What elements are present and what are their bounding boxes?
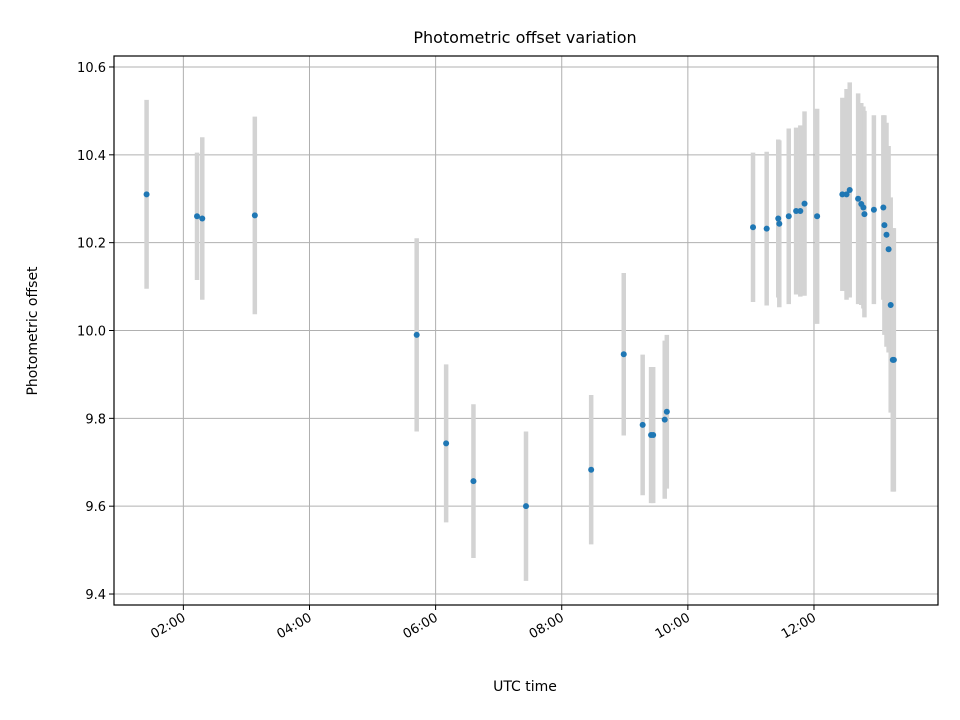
y-axis-label: Photometric offset	[25, 266, 41, 396]
data-point	[881, 222, 888, 229]
data-point	[443, 440, 450, 447]
data-point	[639, 421, 646, 428]
x-axis-ticks: 02:00 04:00 06:00 08:00 10:00 12:00	[148, 605, 819, 642]
chart-title: Photometric offset variation	[413, 28, 636, 47]
y-tick-label: 9.6	[85, 500, 106, 515]
data-point	[143, 191, 150, 198]
data-point	[785, 213, 792, 220]
x-tick-label: 02:00	[148, 610, 188, 642]
data-point	[251, 212, 258, 219]
data-point	[661, 416, 668, 423]
data-points	[143, 186, 897, 510]
data-point	[860, 204, 867, 211]
data-point	[620, 351, 627, 358]
data-point	[861, 211, 868, 218]
data-point	[793, 208, 800, 215]
data-point	[839, 191, 846, 198]
data-point	[775, 215, 782, 222]
data-point	[470, 478, 477, 485]
x-tick-label: 06:00	[401, 610, 441, 642]
x-axis-label: UTC time	[493, 679, 557, 695]
data-point	[650, 432, 657, 439]
data-point	[880, 204, 887, 211]
data-point	[523, 503, 529, 510]
data-point	[750, 224, 757, 231]
x-tick-label: 10:00	[653, 610, 693, 642]
data-point	[843, 191, 850, 198]
data-point	[588, 466, 595, 473]
data-point	[887, 302, 894, 309]
data-point	[801, 200, 808, 207]
y-tick-label: 10.2	[77, 237, 106, 252]
x-tick-label: 08:00	[527, 610, 567, 642]
y-tick-label: 10.4	[77, 149, 106, 164]
data-point	[846, 186, 853, 193]
data-point	[776, 220, 783, 227]
data-point	[763, 225, 770, 232]
data-point	[870, 206, 877, 213]
data-point	[890, 356, 897, 363]
data-point	[883, 231, 890, 238]
data-point	[797, 208, 804, 215]
y-tick-label: 10.6	[77, 61, 106, 76]
grid	[114, 56, 938, 605]
data-point	[194, 213, 201, 220]
x-tick-label: 04:00	[275, 610, 315, 642]
data-point	[413, 331, 420, 338]
data-point	[814, 213, 821, 220]
data-point	[199, 215, 206, 222]
y-axis-ticks: 9.4 9.6 9.8 10.0 10.2 10.4 10.6	[77, 61, 114, 603]
data-point	[885, 246, 892, 253]
data-point	[663, 408, 670, 415]
y-tick-label: 9.4	[85, 588, 106, 603]
y-tick-label: 9.8	[85, 412, 106, 427]
y-tick-label: 10.0	[77, 325, 106, 340]
data-point	[855, 195, 862, 202]
x-tick-label: 12:00	[779, 610, 819, 642]
